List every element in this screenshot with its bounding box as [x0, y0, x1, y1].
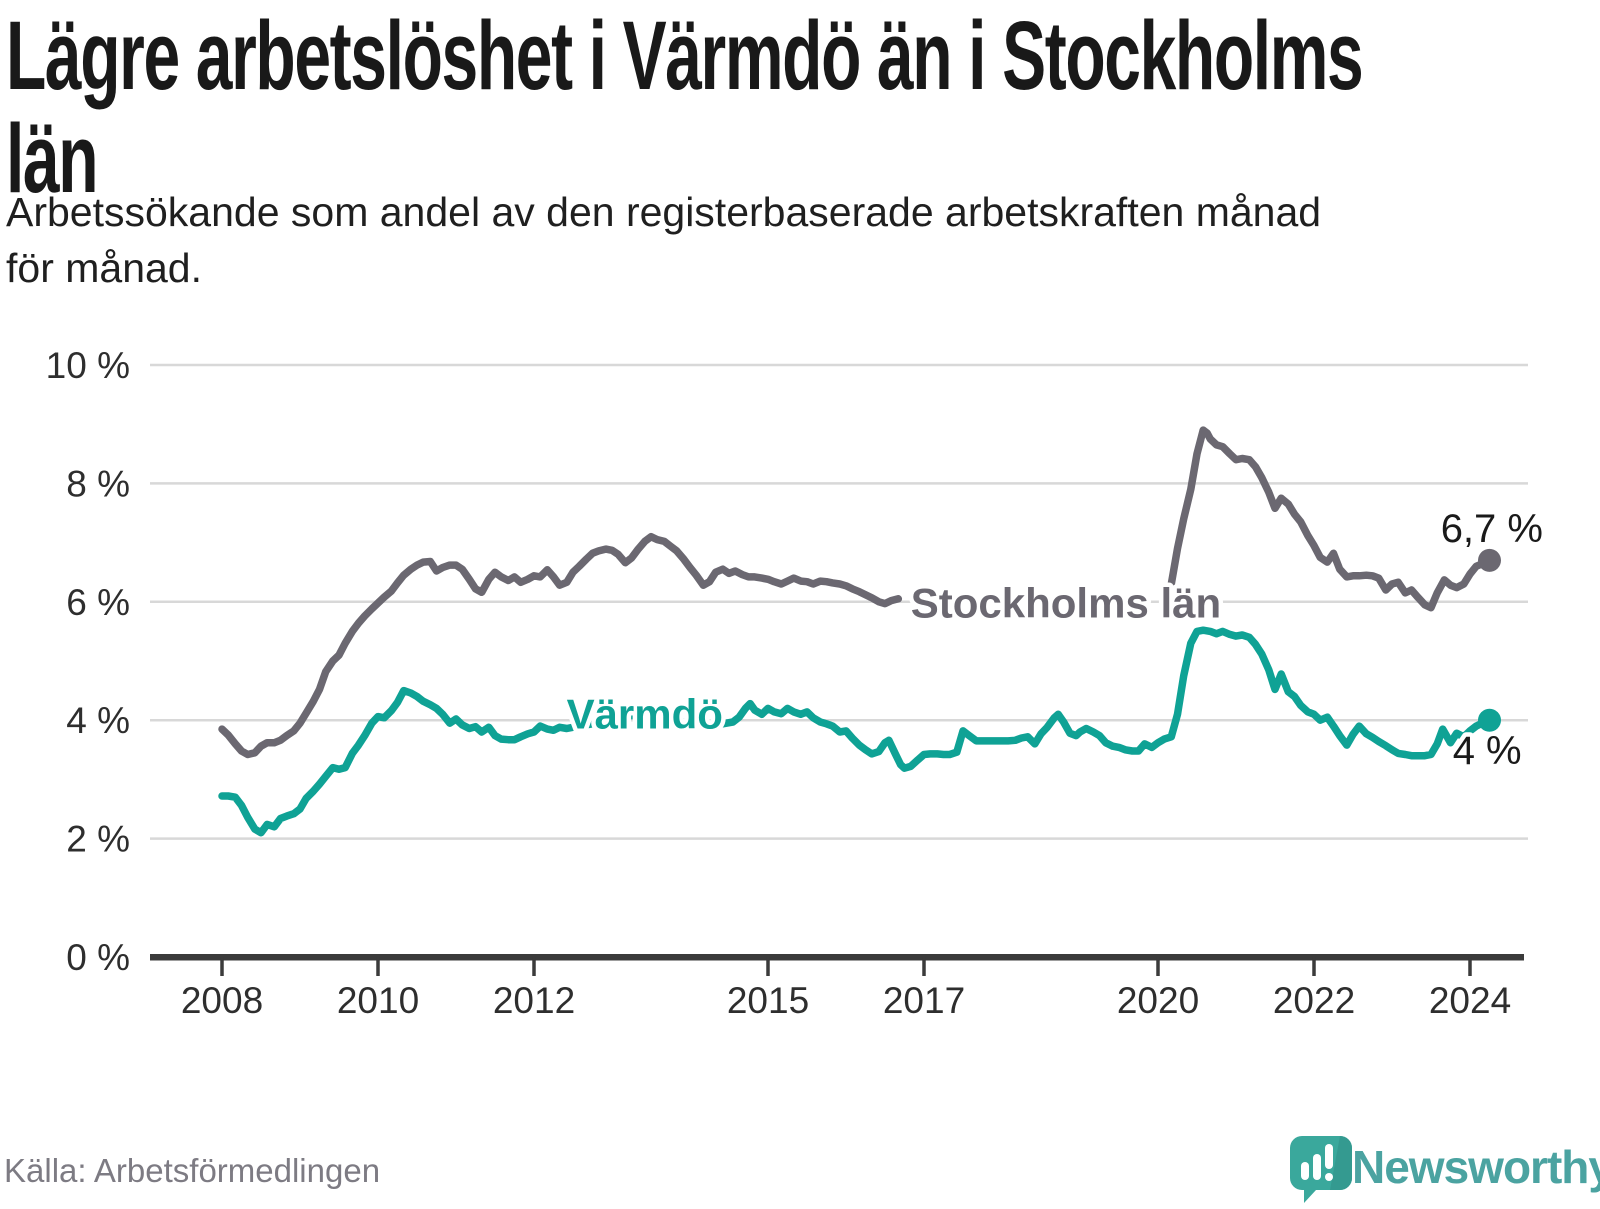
- newsworthy-logo-icon: [1290, 1136, 1352, 1203]
- series-line: [218, 532, 903, 759]
- x-tick: [376, 957, 380, 976]
- x-tick-label: 2012: [493, 980, 575, 1021]
- x-tick-label: 2008: [181, 980, 263, 1021]
- x-tick-label: 2020: [1117, 980, 1199, 1021]
- y-axis-labels: 0 % 2 % 4 % 6 % 8 % 10 %: [46, 345, 130, 978]
- series-labels: Stockholms län Värmdö 6,7 % 4 %: [562, 502, 1547, 777]
- y-tick-label: 8 %: [66, 463, 130, 504]
- x-tick: [220, 957, 224, 976]
- x-axis-line: [150, 954, 1524, 961]
- x-tick-label: 2015: [727, 980, 809, 1021]
- chart-header: Lägre arbetslöshet i Värmdö än i Stockho…: [6, 4, 1600, 210]
- chart-subtitle: Arbetssökande som andel av den registerb…: [6, 184, 1321, 296]
- x-axis: [150, 954, 1524, 976]
- series-end-dots: [1478, 548, 1501, 732]
- x-tick-label: 2022: [1273, 980, 1355, 1021]
- newsworthy-logo-text: Newsworthy: [1352, 1141, 1600, 1193]
- x-tick-label: 2024: [1429, 980, 1511, 1021]
- y-tick-label: 2 %: [66, 819, 130, 860]
- newsworthy-logo: Newsworthy: [1288, 1134, 1600, 1203]
- y-tick-label: 4 %: [66, 700, 130, 741]
- x-axis-labels: 2008 2010 2012 2015 2017 2020 2022 2024: [181, 980, 1511, 1021]
- series-end-dot: [1478, 548, 1501, 572]
- y-tick-label: 6 %: [66, 582, 130, 623]
- source-note: Källa: Arbetsförmedlingen: [4, 1152, 381, 1189]
- page-title-line-1: Lägre arbetslöshet i Värmdö än i Stockho…: [6, 1, 1364, 110]
- x-tick: [1156, 957, 1160, 976]
- y-tick-label: 10 %: [46, 345, 130, 386]
- x-tick-label: 2010: [337, 980, 419, 1021]
- x-tick: [532, 957, 536, 976]
- series-end-dot: [1478, 708, 1501, 732]
- chart-subtitle-line-2: för månad.: [6, 245, 202, 291]
- x-tick: [1468, 957, 1472, 976]
- series-label: Värmdö: [567, 690, 723, 737]
- x-tick: [922, 957, 926, 976]
- series-label: 6,7 %: [1441, 507, 1543, 551]
- series-label: 4 %: [1453, 729, 1522, 773]
- series-label: Stockholms län: [911, 580, 1221, 627]
- x-tick-label: 2017: [883, 980, 965, 1021]
- series-line: [218, 626, 1494, 837]
- page-title-line-2: län: [6, 104, 99, 213]
- series-line: [1162, 426, 1494, 621]
- chart-subtitle-line-1: Arbetssökande som andel av den registerb…: [6, 189, 1322, 235]
- gridlines: [150, 363, 1528, 840]
- x-tick: [1312, 957, 1316, 976]
- data-series: [218, 426, 1494, 837]
- x-tick: [766, 957, 770, 976]
- y-tick-label: 0 %: [66, 937, 130, 978]
